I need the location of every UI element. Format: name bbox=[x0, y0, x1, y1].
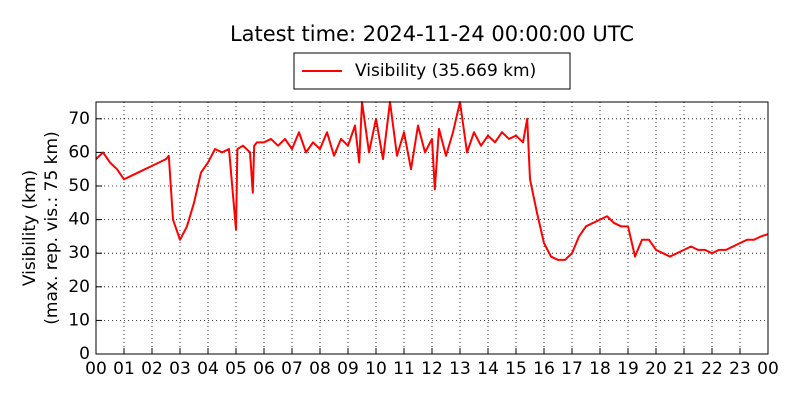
x-tick-label: 18 bbox=[589, 359, 611, 379]
legend-label: Visibility (35.669 km) bbox=[355, 61, 536, 81]
x-tick-label: 02 bbox=[141, 359, 163, 379]
x-tick-label: 12 bbox=[421, 359, 443, 379]
y-tick-label: 10 bbox=[68, 310, 90, 330]
line-series bbox=[95, 101, 769, 261]
x-tick-label: 20 bbox=[645, 359, 667, 379]
x-tick-label: 06 bbox=[253, 359, 275, 379]
x-tick-label: 05 bbox=[225, 359, 247, 379]
y-tick-label: 0 bbox=[79, 344, 90, 364]
y-tick-label: 50 bbox=[68, 176, 90, 196]
x-tick-label: 21 bbox=[673, 359, 695, 379]
y-tick-label: 30 bbox=[68, 243, 90, 263]
y-tick-label: 60 bbox=[68, 142, 90, 162]
chart-title: Latest time: 2024-11-24 00:00:00 UTC bbox=[230, 22, 634, 46]
x-tick-label: 01 bbox=[113, 359, 135, 379]
x-tick-label: 07 bbox=[281, 359, 303, 379]
plot-frame bbox=[95, 101, 769, 355]
x-tick-label: 00 bbox=[757, 359, 779, 379]
x-tick-label: 15 bbox=[505, 359, 527, 379]
x-tick-label: 22 bbox=[701, 359, 723, 379]
y-axis-label: Visibility (km) bbox=[20, 170, 40, 286]
x-tick-label: 23 bbox=[729, 359, 751, 379]
x-tick-label: 17 bbox=[561, 359, 583, 379]
y-tick-label: 70 bbox=[68, 109, 90, 129]
y-tick-label: 20 bbox=[68, 277, 90, 297]
x-tick-label: 11 bbox=[393, 359, 415, 379]
x-tick-label: 04 bbox=[197, 359, 219, 379]
x-tick-label: 08 bbox=[309, 359, 331, 379]
x-tick-label: 03 bbox=[169, 359, 191, 379]
x-tick-label: 13 bbox=[449, 359, 471, 379]
x-tick-label: 14 bbox=[477, 359, 499, 379]
x-tick-label: 09 bbox=[337, 359, 359, 379]
x-tick-label: 10 bbox=[365, 359, 387, 379]
x-tick-label: 19 bbox=[617, 359, 639, 379]
y-tick-label: 40 bbox=[68, 210, 90, 230]
y-axis-label: (max. rep. vis.: 75 km) bbox=[42, 131, 62, 324]
x-tick-label: 16 bbox=[533, 359, 555, 379]
x-tick-label: 00 bbox=[85, 359, 107, 379]
